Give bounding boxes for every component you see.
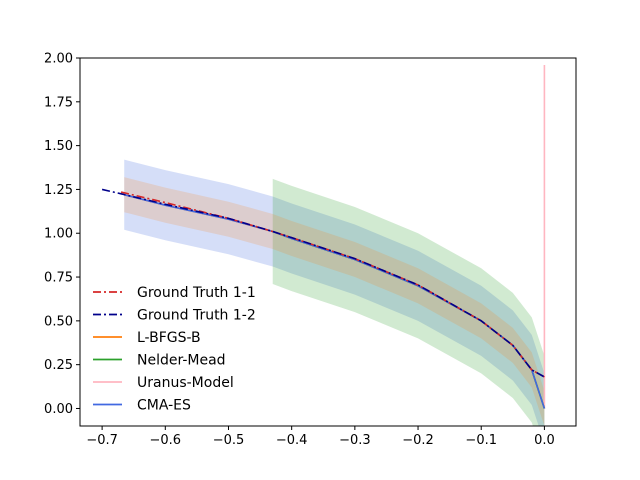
legend-label: Uranus-Model: [137, 375, 234, 391]
y-tick-label: 1.75: [44, 95, 73, 110]
legend-label: Ground Truth 1-2: [137, 308, 256, 324]
y-tick-label: 2.00: [44, 52, 73, 67]
confidence-bands: [124, 159, 545, 426]
x-axis: −0.7 −0.6 −0.5 −0.4 −0.3 −0.2 −0.1 0.0: [86, 426, 555, 448]
x-tick-label: −0.5: [213, 433, 245, 448]
plot-frame: [79, 57, 577, 427]
y-tick-label: 0.25: [44, 358, 73, 373]
legend-label: Nelder-Mead: [137, 353, 226, 369]
x-tick-label: −0.6: [150, 433, 182, 448]
band-2: [124, 177, 545, 426]
y-tick-label: 1.00: [44, 227, 73, 242]
x-tick-label: 0.0: [534, 433, 555, 448]
band-0: [124, 159, 545, 426]
x-tick-label: −0.1: [465, 433, 497, 448]
x-tick-label: −0.3: [339, 433, 371, 448]
legend-label: CMA-ES: [137, 398, 191, 414]
y-tick-label: 1.50: [44, 139, 73, 154]
series-lines: [101, 65, 546, 409]
x-tick-label: −0.4: [276, 433, 308, 448]
y-tick-label: 0.75: [44, 271, 73, 286]
y-axis: 0.00 0.25 0.50 0.75 1.00 1.25 1.50 1.75 2.00: [44, 52, 80, 417]
y-tick-label: 0.00: [44, 402, 73, 417]
band-1: [272, 178, 545, 426]
legend-label: Ground Truth 1-1: [137, 285, 256, 301]
x-tick-label: −0.7: [86, 433, 118, 448]
x-tick-label: −0.2: [402, 433, 434, 448]
legend-label: L-BFGS-B: [137, 330, 201, 346]
y-tick-label: 0.50: [44, 314, 73, 329]
series-line-1: [101, 188, 545, 378]
legend: Ground Truth 1-1 Ground Truth 1-2 L-BFGS-B…: [93, 285, 256, 414]
y-tick-label: 1.25: [44, 183, 73, 198]
